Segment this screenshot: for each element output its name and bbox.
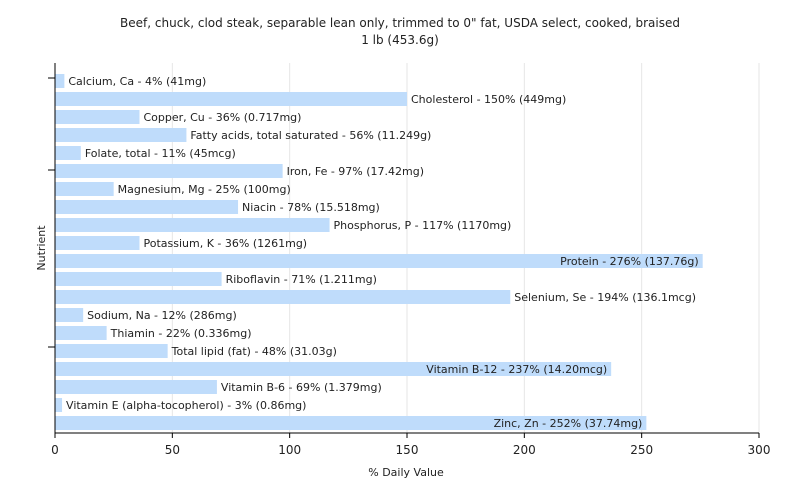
x-tick-label: 200 [513, 443, 536, 457]
bar-label: Phosphorus, P - 117% (1170mg) [334, 219, 512, 232]
bar [55, 128, 187, 142]
bar-label: Folate, total - 11% (45mcg) [85, 147, 236, 160]
y-axis-title: Nutrient [35, 225, 48, 271]
bar-label: Sodium, Na - 12% (286mg) [87, 309, 237, 322]
bar [55, 92, 407, 106]
bar-label: Vitamin B-12 - 237% (14.20mcg) [426, 363, 607, 376]
bar-label: Protein - 276% (137.76g) [560, 255, 699, 268]
bar-label: Fatty acids, total saturated - 56% (11.2… [190, 129, 431, 142]
chart-title: Beef, chuck, clod steak, separable lean … [120, 16, 680, 30]
bar-label: Niacin - 78% (15.518mg) [242, 201, 380, 214]
x-tick-label: 100 [278, 443, 301, 457]
x-tick-label: 300 [748, 443, 771, 457]
x-ticks: 0 50 100 150 200 250 300 [51, 433, 770, 457]
bar [55, 182, 114, 196]
bar-label: Zinc, Zn - 252% (37.74mg) [494, 417, 643, 430]
bar [55, 290, 511, 304]
x-tick-label: 0 [51, 443, 59, 457]
bar [55, 110, 140, 124]
bar-label: Selenium, Se - 194% (136.1mcg) [514, 291, 696, 304]
chart-subtitle: 1 lb (453.6g) [361, 33, 439, 47]
bar [55, 362, 612, 376]
bar-label: Vitamin E (alpha-tocopherol) - 3% (0.86m… [66, 399, 306, 412]
bar [55, 218, 330, 232]
bar [55, 344, 168, 358]
bar-label: Magnesium, Mg - 25% (100mg) [118, 183, 291, 196]
x-tick-label: 50 [165, 443, 180, 457]
bar [55, 236, 140, 250]
bar [55, 416, 647, 430]
bar [55, 200, 239, 214]
bar-label: Thiamin - 22% (0.336mg) [110, 327, 252, 340]
bar [55, 254, 703, 268]
bar-label: Cholesterol - 150% (449mg) [411, 93, 566, 106]
bar [55, 308, 84, 322]
bar-label: Potassium, K - 36% (1261mg) [143, 237, 307, 250]
bar [55, 398, 63, 412]
bar [55, 146, 81, 160]
x-axis-title: % Daily Value [368, 466, 444, 479]
x-tick-label: 150 [396, 443, 419, 457]
bar [55, 164, 283, 178]
bar-label: Vitamin B-6 - 69% (1.379mg) [221, 381, 382, 394]
bar-label: Total lipid (fat) - 48% (31.03g) [171, 345, 337, 358]
bar-label: Copper, Cu - 36% (0.717mg) [143, 111, 301, 124]
bars: Calcium, Ca - 4% (41mg) Cholesterol - 150… [55, 74, 703, 430]
x-tick-label: 250 [630, 443, 653, 457]
bar [55, 74, 65, 88]
bar [55, 272, 222, 286]
bar-label: Calcium, Ca - 4% (41mg) [68, 75, 206, 88]
bar-label: Riboflavin - 71% (1.211mg) [226, 273, 377, 286]
bar [55, 326, 107, 340]
bar-label: Iron, Fe - 97% (17.42mg) [287, 165, 424, 178]
bar [55, 380, 217, 394]
